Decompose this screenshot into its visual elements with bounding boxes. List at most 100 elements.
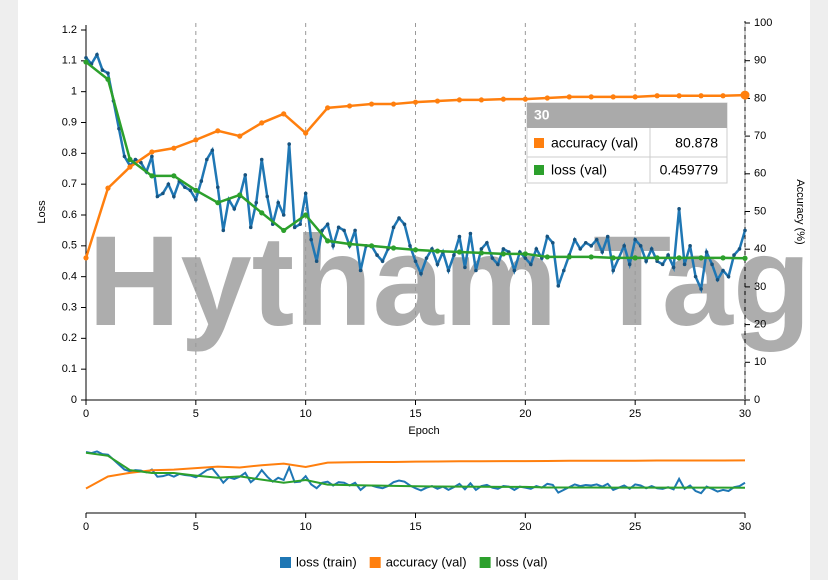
data-point [281,111,287,117]
data-point [150,154,154,159]
data-point [287,142,291,146]
data-point [468,231,473,236]
data-point [106,71,110,75]
data-point [149,149,155,155]
legend-label[interactable]: accuracy (val) [386,554,467,569]
data-point [740,90,750,100]
legend-swatch[interactable] [280,557,291,568]
tooltip-value: 80.878 [675,135,718,151]
data-point [155,194,160,199]
y2-tick-label: 70 [754,130,766,142]
data-point [281,213,286,217]
data-point [133,157,138,162]
data-point [424,256,429,260]
data-point [105,185,111,191]
data-point [446,268,451,273]
data-point [336,225,341,230]
data-point [720,255,726,261]
data-point [276,200,281,205]
y-tick-label: 1 [71,86,77,98]
data-point [632,255,638,261]
tooltip: 30 accuracy (val) 80.878 loss (val) 0.45… [526,102,728,184]
data-point [622,244,626,248]
data-point [193,137,199,143]
overview-line [85,459,746,490]
data-point [237,133,243,139]
tooltip-swatch [534,138,544,148]
data-point [84,55,88,60]
data-point [583,240,588,245]
x-tick-label: 30 [739,408,751,420]
data-point [588,94,594,100]
legend-swatch[interactable] [369,557,381,568]
legend-label[interactable]: loss (val) [496,554,548,569]
y-tick-label: 0.4 [62,271,77,283]
data-point [325,105,331,111]
data-point [720,93,726,99]
data-point [743,228,747,233]
data-point [193,187,199,193]
data-point [358,268,363,273]
data-point [698,255,704,261]
tooltip-name: loss (val) [551,162,607,178]
y-tick-label: 0.3 [62,301,77,313]
data-point [490,256,495,260]
overview-x-tick-label: 25 [629,521,641,533]
data-point [457,234,462,239]
y-axis-label: Loss [36,200,48,224]
data-point [550,240,555,245]
y2-tick-label: 90 [754,55,766,67]
data-point [485,240,489,245]
data-point [259,120,265,126]
data-point [649,247,654,251]
data-point [544,254,550,260]
data-point [199,179,204,183]
data-point [435,262,440,267]
data-point [726,274,731,279]
data-point [95,52,99,57]
tooltip-header [527,103,727,128]
overview-x-tick-label: 30 [739,521,751,533]
data-point [105,76,111,82]
data-point [412,99,419,105]
data-point [215,128,221,134]
data-point [660,262,665,267]
data-point [654,93,660,99]
data-point [566,94,572,100]
data-point [522,251,528,257]
data-point [676,255,682,261]
data-point [589,244,594,248]
data-point [303,212,309,218]
data-point [397,216,401,220]
x-tick-label: 25 [629,408,641,420]
data-point [127,156,133,163]
x-axis-label: Epoch [408,425,439,437]
y-tick-label: 0.5 [62,240,77,252]
data-point [556,284,561,288]
data-point [452,253,456,257]
data-point [566,254,572,260]
y-tick-label: 0.2 [62,332,77,344]
data-point [353,228,357,233]
data-point [127,164,133,170]
data-point [237,192,243,198]
data-point [704,250,709,254]
data-point [408,244,412,248]
data-point [331,244,335,248]
data-point [368,101,375,107]
data-point [368,243,375,249]
y-tick-label: 1.1 [62,55,77,67]
legend-swatch[interactable] [479,557,491,568]
data-point [320,228,324,233]
x-tick-label: 15 [409,408,421,420]
tooltip-name: accuracy (val) [551,135,638,151]
data-point [611,268,615,273]
data-point [479,247,484,251]
legend-label[interactable]: loss (train) [296,554,357,569]
data-point [534,247,539,251]
data-point [380,259,385,264]
y2-tick-label: 50 [754,205,766,217]
data-point [632,94,638,100]
y2-axis-label: Accuracy (%) [794,179,806,244]
data-point [139,160,143,165]
